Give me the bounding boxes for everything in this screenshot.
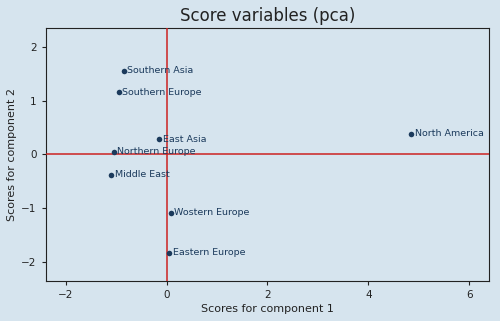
Title: Score variables (pca): Score variables (pca) [180,7,355,25]
Text: East Asia: East Asia [162,135,206,144]
Point [120,68,128,74]
Point [155,137,163,142]
X-axis label: Scores for component 1: Scores for component 1 [201,304,334,314]
Point [166,210,174,215]
Point [165,250,173,256]
Text: Northern Europe: Northern Europe [117,147,196,156]
Text: North America: North America [414,129,484,138]
Point [110,149,118,154]
Y-axis label: Scores for component 2: Scores for component 2 [7,88,17,221]
Text: Eastern Europe: Eastern Europe [172,248,245,257]
Text: Southern Europe: Southern Europe [122,88,202,97]
Text: Southern Asia: Southern Asia [127,66,194,75]
Point [107,172,115,178]
Text: Wostern Europe: Wostern Europe [174,208,250,217]
Point [407,131,415,136]
Text: Middle East: Middle East [114,170,170,179]
Point [114,90,122,95]
